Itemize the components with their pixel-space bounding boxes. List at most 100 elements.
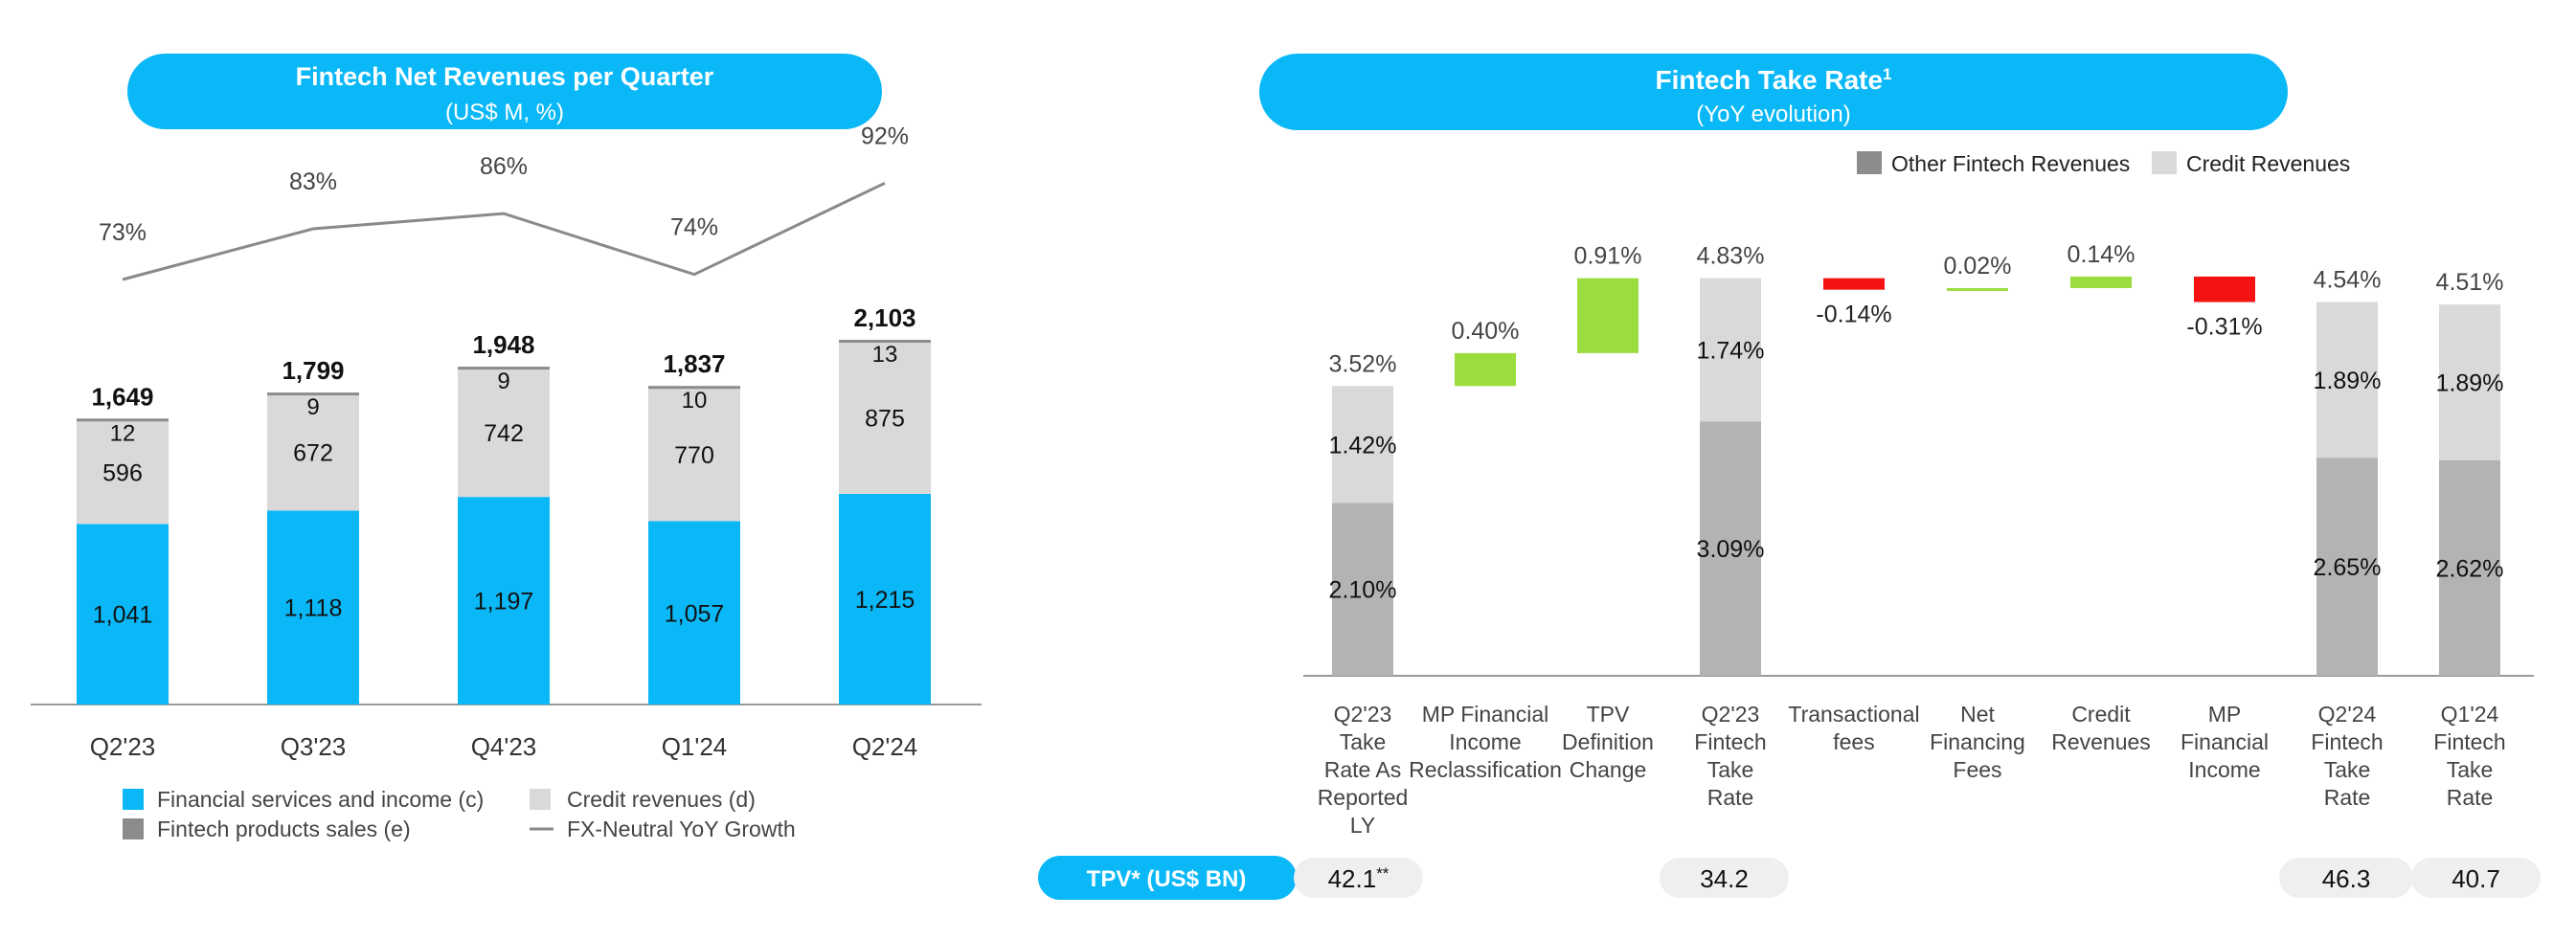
right-chart-title: Fintech Take Rate1 (1655, 65, 1891, 95)
left-chart-subtitle: (US$ M, %) (445, 100, 564, 125)
right-legend: Other Fintech Revenues Credit Revenues (1857, 151, 2350, 176)
bar-delta-positive (1455, 352, 1516, 387)
x-tick-label-line: Definition (1562, 729, 1654, 754)
bar-credit (2316, 302, 2378, 459)
x-tick-label-line: Rate (2324, 785, 2371, 810)
label-other-fintech: 2.10% (1329, 577, 1397, 604)
bar-other-fintech (1700, 421, 1761, 676)
bar-credit-revenues (839, 342, 931, 494)
bar-fintech-products (839, 340, 931, 343)
bar-financial-services (458, 497, 550, 705)
bar-credit (2439, 304, 2500, 460)
legend-swatch-financial-services (123, 789, 144, 810)
label-credit-revenues: 770 (674, 442, 714, 469)
label-financial-services: 1,197 (474, 589, 534, 615)
label-delta: 0.14% (2068, 241, 2135, 268)
growth-label: 74% (670, 214, 718, 241)
bar-delta-negative (2194, 276, 2255, 302)
bar-financial-services (839, 493, 931, 705)
x-tick-label-line: Net (1960, 702, 1995, 727)
x-tick-label: Q1'24 (662, 732, 728, 761)
x-tick-label-line: Rate As (1324, 757, 1402, 782)
label-other-fintech: 2.65% (2314, 554, 2382, 581)
x-tick-label-line: Q1'24 (2441, 702, 2499, 727)
growth-label: 92% (861, 123, 909, 149)
label-total: 1,649 (91, 382, 153, 411)
bar-fintech-products (648, 386, 740, 390)
growth-label: 86% (480, 153, 528, 180)
x-tick-label-line: Change (1570, 757, 1647, 782)
legend-swatch-credit-revenues (530, 789, 551, 810)
x-tick-label-line: Rate (1707, 785, 1754, 810)
x-tick-label: Q2'24 (852, 732, 918, 761)
x-tick-label-line: Take (2324, 757, 2371, 782)
tpv-row: TPV* (US$ BN) 42.1** 34.2 46.3 40.7 (1038, 856, 2541, 900)
growth-line (122, 181, 886, 281)
x-tick-label-line: Q2'23 (1702, 702, 1760, 727)
bar-fintech-products (77, 418, 169, 422)
x-tick-label-line: Q2'23 (1334, 702, 1392, 727)
x-tick-label-line: MP Financial (1422, 702, 1549, 727)
label-credit-revenues: 672 (293, 440, 333, 467)
x-tick-label-line: Financing (1930, 729, 2025, 754)
x-tick-label-line: Transactional (1788, 702, 1919, 727)
legend-label-credit: Credit Revenues (2186, 151, 2350, 176)
legend-swatch-credit (2152, 151, 2177, 174)
x-tick-label-line: TPV (1587, 702, 1630, 727)
label-other-fintech: 2.62% (2436, 555, 2504, 582)
bar-other-fintech (1332, 503, 1393, 676)
x-tick-label-line: Take (1340, 729, 1387, 754)
label-financial-services: 1,118 (284, 595, 343, 622)
legend-label-credit-revenues: Credit revenues (d) (567, 787, 756, 812)
label-delta: 0.40% (1452, 318, 1520, 345)
tpv-value: 34.2 (1700, 864, 1749, 893)
x-tick-label-line: Financial (2181, 729, 2269, 754)
tpv-value: 40.7 (2452, 864, 2500, 893)
bar-delta-positive (1947, 287, 2008, 291)
right-bars-group: 2.10% 1.42% 3.52% 0.40% 0.91% 3.09% 1.74% 4.83%… (1329, 241, 2504, 676)
x-tick-label-line: fees (1833, 729, 1874, 754)
growth-label: 83% (289, 168, 337, 195)
label-fintech-products: 13 (872, 342, 898, 368)
right-chart-subtitle: (YoY evolution) (1696, 101, 1850, 127)
left-title-pill (127, 54, 882, 129)
label-financial-services: 1,057 (665, 600, 725, 627)
x-tick-label: Q3'23 (281, 732, 347, 761)
bar-other-fintech (2316, 458, 2378, 676)
tpv-value: 42.1** (1328, 864, 1390, 893)
bar-credit-revenues (458, 368, 550, 498)
bar-credit (1332, 386, 1393, 504)
x-tick-label-line: Fees (1953, 757, 2001, 782)
left-bars-group: 1,041 596 12 1,649 1,118 672 9 1,799 1,197 742 9 1,… (77, 303, 931, 705)
x-tick-label: Q2'23 (90, 732, 156, 761)
bar-credit (1700, 278, 1761, 422)
label-fintech-products: 10 (682, 388, 708, 414)
tpv-value-pill (1660, 858, 1789, 898)
x-tick-label-line: Take (2447, 757, 2494, 782)
bar-financial-services (77, 524, 169, 705)
right-waterfall-chart: 2.10% 1.42% 3.52% 0.40% 0.91% 3.09% 1.74% 4.83%… (1303, 241, 2534, 838)
x-tick-label-line: Fintech (1694, 729, 1766, 754)
label-credit-revenues: 742 (484, 420, 524, 447)
label-take-rate-total: 4.51% (2436, 269, 2504, 296)
tpv-value-pill (1294, 858, 1423, 898)
legend-swatch-other-fintech (1857, 151, 1882, 174)
bar-credit-revenues (267, 393, 359, 511)
left-legend: Financial services and income (c) Fintec… (123, 787, 796, 841)
label-total: 1,799 (282, 356, 344, 385)
label-other-fintech: 3.09% (1697, 536, 1765, 563)
legend-label-other-fintech: Other Fintech Revenues (1891, 151, 2130, 176)
x-tick-label-line: Income (2188, 757, 2260, 782)
label-fintech-products: 9 (497, 369, 509, 394)
bar-financial-services (648, 521, 740, 705)
label-take-rate-total: 4.83% (1697, 243, 1765, 270)
tpv-value-pill (2411, 858, 2541, 898)
x-tick-label: Q4'23 (471, 732, 537, 761)
label-fintech-products: 9 (306, 394, 319, 420)
bar-delta-negative (1823, 278, 1885, 290)
label-financial-services: 1,215 (855, 587, 915, 614)
tpv-label: TPV* (US$ BN) (1087, 866, 1247, 892)
legend-label-fintech-products: Fintech products sales (e) (157, 817, 411, 841)
